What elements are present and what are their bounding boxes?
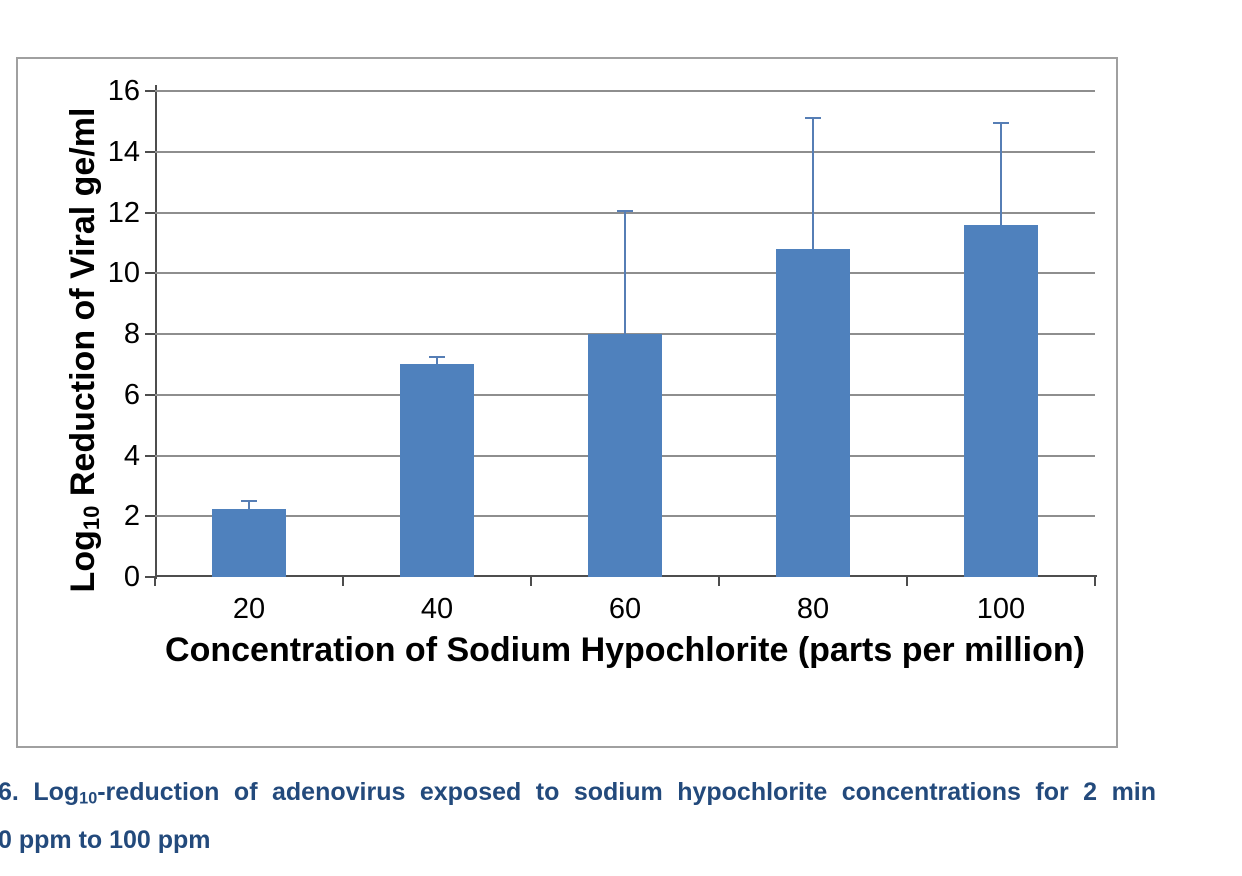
figure-caption-line1: 6. Log10-reduction of adenovirus exposed… xyxy=(0,772,1156,820)
bar-100 xyxy=(964,224,1038,577)
x-axis-tick-3 xyxy=(718,577,720,586)
caption-text: 6. Log xyxy=(0,778,80,806)
y-axis-tick-label-6: 6 xyxy=(123,378,140,411)
y-axis-tick-8 xyxy=(145,333,155,335)
error-bar-line-40 xyxy=(436,356,438,365)
y-axis-tick-14 xyxy=(145,150,155,153)
error-bar-cap-60 xyxy=(617,209,633,212)
x-axis-tick-label-60: 60 xyxy=(608,593,642,625)
error-bar-line-60 xyxy=(624,210,626,334)
x-axis-tick-label-80: 80 xyxy=(796,593,830,625)
x-axis-tick-2 xyxy=(530,577,532,586)
y-axis-tick-10 xyxy=(145,272,155,275)
figure-caption-line2: 0 ppm to 100 ppm xyxy=(0,825,211,854)
x-axis-tick-0 xyxy=(154,577,156,586)
caption-text-rest: -reduction of adenovirus exposed to sodi… xyxy=(97,778,1157,806)
y-axis-tick-label-0: 0 xyxy=(123,561,140,593)
y-axis-tick-label-16: 16 xyxy=(107,75,140,107)
error-bar-line-100 xyxy=(1000,122,1002,225)
bar-60 xyxy=(588,334,662,577)
y-axis-tick-6 xyxy=(145,393,155,396)
figure-caption: 6. Log10-reduction of adenovirus exposed… xyxy=(0,772,1156,861)
y-axis-tick-16 xyxy=(145,90,155,92)
y-axis-title: Log10 Reduction of Viral ge/ml xyxy=(63,90,104,610)
error-bar-cap-100 xyxy=(993,121,1009,124)
x-axis-tick-label-20: 20 xyxy=(232,593,266,625)
y-axis-line xyxy=(155,85,157,579)
error-bar-cap-80 xyxy=(805,117,821,120)
x-axis-tick-label-40: 40 xyxy=(420,593,454,625)
error-bar-cap-40 xyxy=(429,355,445,358)
caption-subscript: 10 xyxy=(79,789,98,808)
y-axis-tick-label-14: 14 xyxy=(107,135,140,168)
error-bar-line-80 xyxy=(812,118,814,249)
plot-area: 0 2 4 6 8 10 12 14 16 20 40 60 80 100 xyxy=(108,76,1097,625)
y-axis-tick-label-2: 2 xyxy=(123,500,140,533)
y-axis-tick-2 xyxy=(145,515,155,518)
bar-40 xyxy=(400,364,474,577)
y-axis-tick-0 xyxy=(145,576,155,578)
x-axis-title: Concentration of Sodium Hypochlorite (pa… xyxy=(165,631,1085,669)
x-axis-tick-4 xyxy=(906,577,908,586)
error-bar-line-20 xyxy=(248,501,250,509)
gridline-y-14 xyxy=(155,150,1095,153)
x-axis-tick-label-100: 100 xyxy=(976,593,1026,625)
bar-80 xyxy=(776,248,850,577)
error-bar-cap-20 xyxy=(241,500,257,503)
y-axis-tick-label-10: 10 xyxy=(107,257,140,290)
y-axis-tick-12 xyxy=(145,211,155,214)
y-axis-tick-4 xyxy=(145,454,155,457)
chart-container: Log10 Reduction of Viral ge/ml 0 2 4 6 8 10 12… xyxy=(16,57,1118,748)
y-axis-tick-label-12: 12 xyxy=(107,196,140,229)
x-axis-tick-5 xyxy=(1094,577,1096,586)
bar-20 xyxy=(212,508,286,577)
y-axis-tick-label-8: 8 xyxy=(123,318,140,350)
gridline-y-16 xyxy=(155,90,1095,92)
x-axis-tick-1 xyxy=(342,577,344,586)
y-axis-tick-label-4: 4 xyxy=(123,439,140,472)
